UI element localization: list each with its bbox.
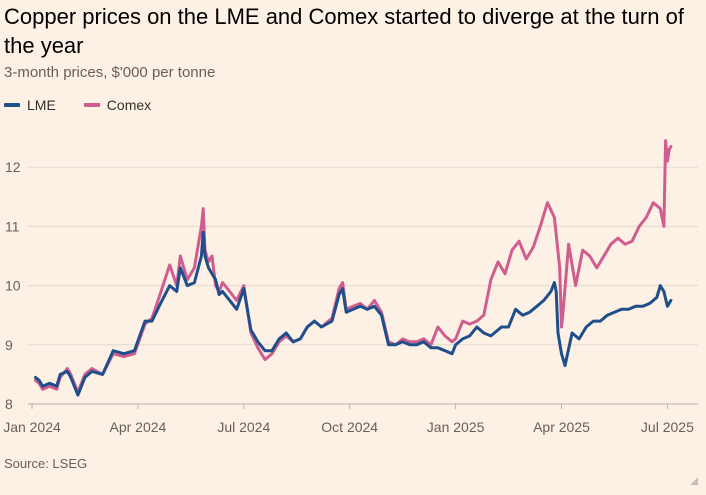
legend-item-lme: LME (4, 97, 56, 113)
y-tick-label: 12 (5, 159, 21, 175)
x-tick-label: Oct 2024 (321, 419, 378, 435)
legend: LME Comex (4, 96, 179, 114)
source-note: Source: LSEG (4, 456, 88, 471)
series-line-lme (34, 230, 673, 397)
y-tick-label: 9 (5, 337, 13, 353)
x-tick-label: Jan 2025 (427, 419, 485, 435)
x-tick-label: Jul 2024 (217, 419, 270, 435)
legend-swatch-lme (4, 103, 20, 107)
line-chart: 8 9 10 11 12 Jan 2024 Apr 2024 Jul 2024 Oct 202… (3, 139, 698, 435)
legend-item-comex: Comex (83, 97, 152, 113)
series-line-comex (34, 139, 673, 394)
x-tick-label: Jul 2025 (641, 419, 694, 435)
y-tick-label: 11 (5, 218, 20, 234)
x-tick-label: Jan 2024 (3, 419, 61, 435)
chart-title: Copper prices on the LME and Comex start… (4, 4, 684, 58)
y-tick-label: 10 (5, 278, 21, 294)
legend-swatch-comex (83, 103, 100, 107)
legend-label-lme: LME (27, 97, 56, 113)
chart-subtitle: 3-month prices, $'000 per tonne (4, 64, 216, 81)
y-tick-label: 8 (5, 396, 13, 412)
resize-handle-icon (690, 477, 698, 485)
x-tick-label: Apr 2025 (533, 419, 590, 435)
legend-label-comex: Comex (106, 97, 152, 113)
x-tick-label: Apr 2024 (109, 419, 166, 435)
